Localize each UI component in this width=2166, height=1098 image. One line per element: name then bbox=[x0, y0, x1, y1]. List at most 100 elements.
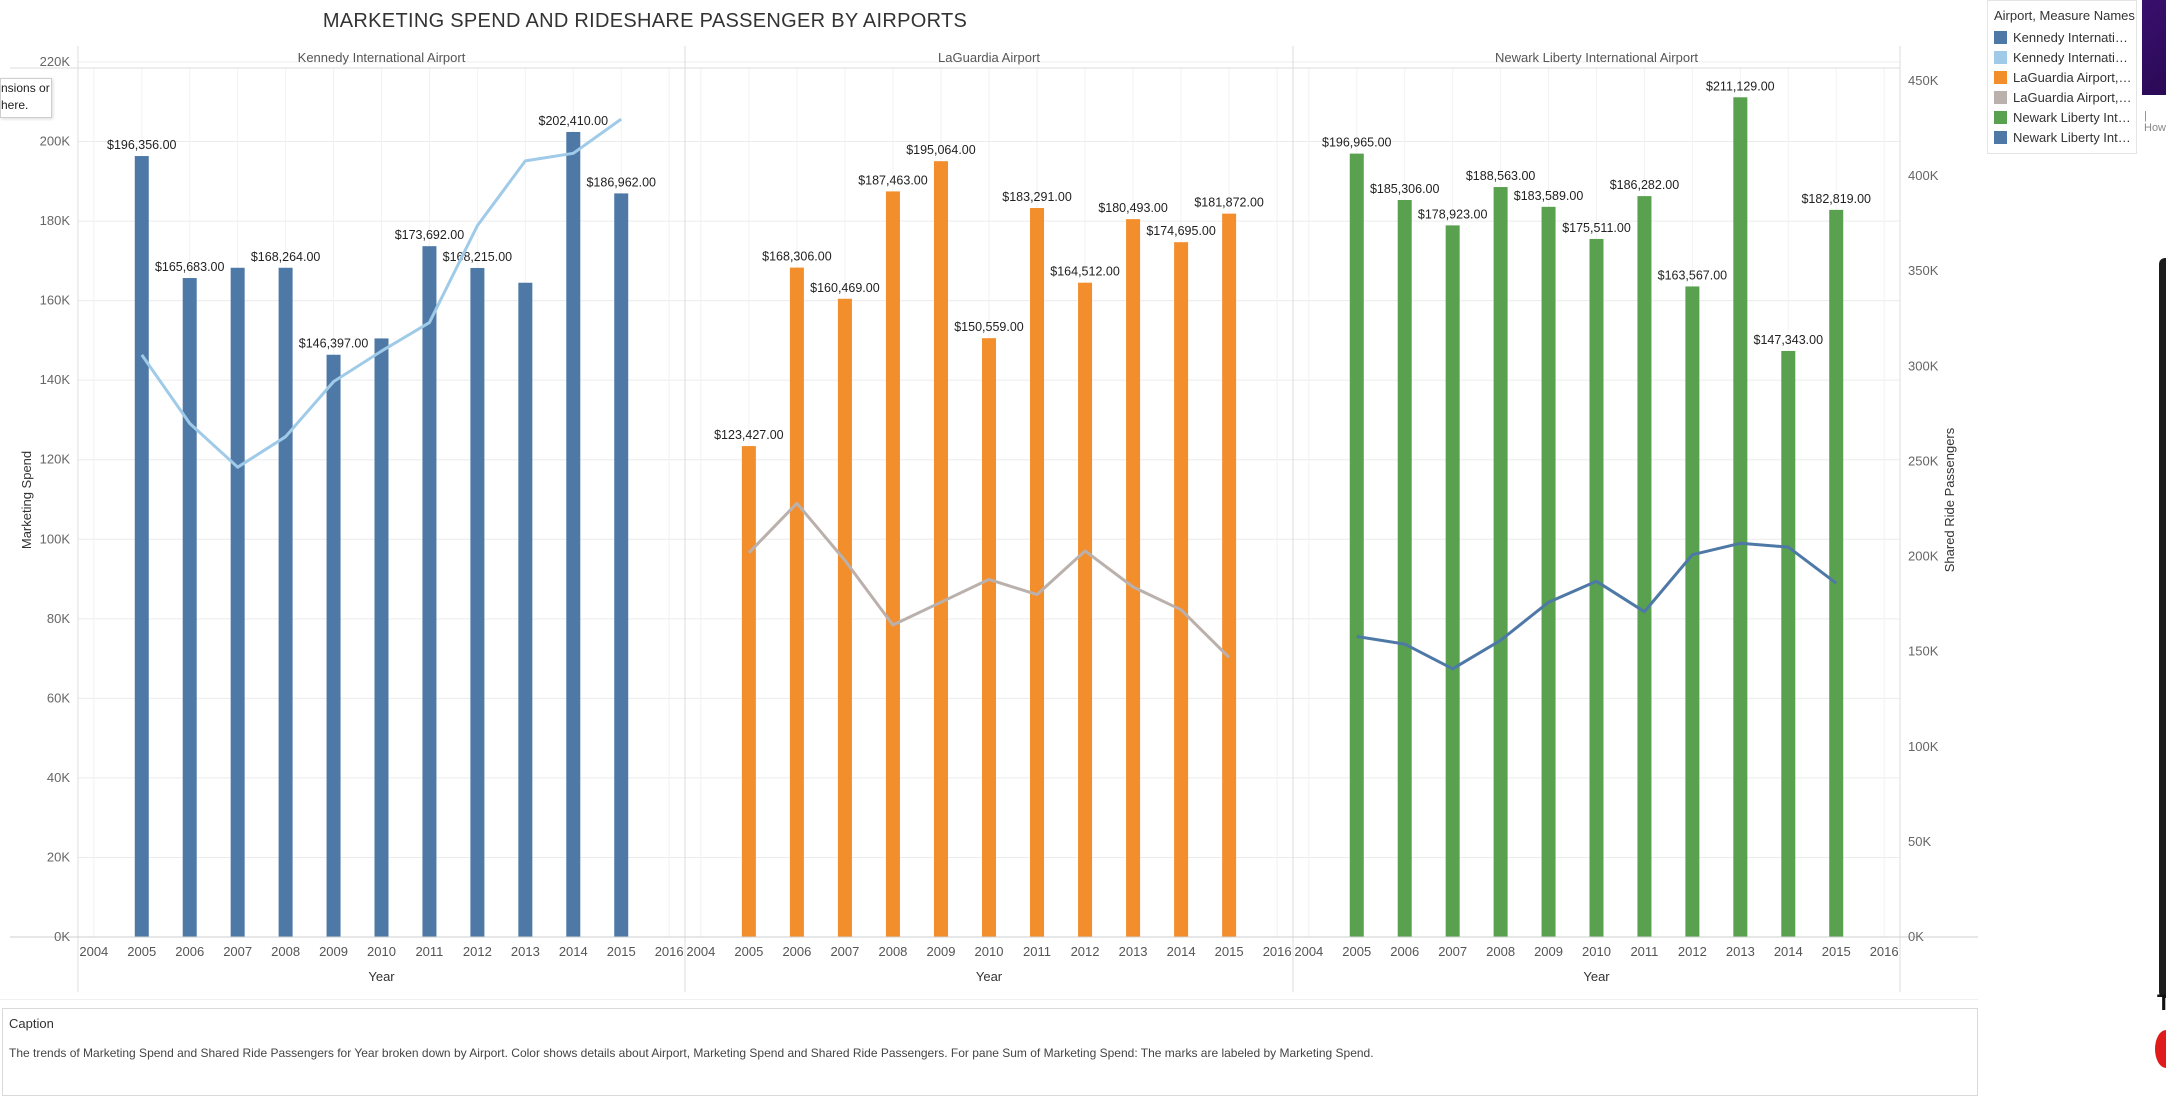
data-label: $173,692.00 bbox=[395, 228, 465, 242]
chart-title: MARKETING SPEND AND RIDESHARE PASSENGER … bbox=[322, 10, 968, 32]
adjacent-window-fragment bbox=[2142, 0, 2166, 95]
legend-label: Newark Liberty International Airport, Sh… bbox=[2013, 129, 2135, 145]
data-label: $186,962.00 bbox=[586, 175, 656, 189]
panel-header: LaGuardia Airport bbox=[938, 50, 1040, 65]
y2-tick-label: 400K bbox=[1908, 168, 1939, 183]
bar[interactable] bbox=[278, 267, 293, 937]
x-tick-label: 2008 bbox=[1486, 944, 1515, 959]
bar[interactable] bbox=[1445, 225, 1460, 937]
bar[interactable] bbox=[1685, 286, 1700, 937]
x-axis-title: Year bbox=[368, 969, 395, 984]
legend[interactable]: Airport, Measure Names Kennedy Internati… bbox=[1987, 0, 2137, 154]
data-label: $168,215.00 bbox=[443, 250, 513, 264]
data-label: $178,923.00 bbox=[1418, 207, 1488, 221]
data-label: $196,965.00 bbox=[1322, 136, 1392, 150]
x-tick-label: 2006 bbox=[782, 944, 811, 959]
bar[interactable] bbox=[1222, 213, 1237, 938]
data-label: $183,291.00 bbox=[1002, 190, 1072, 204]
legend-item[interactable]: Newark Liberty International Airport, Ma… bbox=[1988, 107, 2136, 127]
bar[interactable] bbox=[1493, 187, 1508, 938]
bar[interactable] bbox=[1126, 219, 1141, 937]
legend-item[interactable]: Kennedy International Airport, Marketing… bbox=[1988, 27, 2136, 47]
x-tick-label: 2015 bbox=[607, 944, 636, 959]
bar[interactable] bbox=[1781, 350, 1796, 938]
y-axis-title: Marketing Spend bbox=[19, 451, 34, 549]
x-tick-label: 2012 bbox=[463, 944, 492, 959]
x-tick-label: 2011 bbox=[1023, 944, 1051, 959]
bar[interactable] bbox=[741, 446, 756, 937]
legend-item[interactable]: Kennedy International Airport, Shared Ri… bbox=[1988, 47, 2136, 67]
y2-tick-label: 100K bbox=[1908, 739, 1939, 754]
y2-tick-label: 50K bbox=[1908, 834, 1931, 849]
bar[interactable] bbox=[134, 156, 149, 937]
bar[interactable] bbox=[1637, 196, 1652, 937]
x-tick-label: 2006 bbox=[175, 944, 204, 959]
data-label: $168,306.00 bbox=[762, 250, 832, 264]
y-tick-label: 80K bbox=[47, 611, 70, 626]
y2-tick-label: 0K bbox=[1908, 929, 1924, 944]
bar[interactable] bbox=[1397, 199, 1412, 938]
legend-item[interactable]: LaGuardia Airport, Marketing Spend bbox=[1988, 67, 2136, 87]
legend-swatch bbox=[1994, 50, 2007, 64]
bar[interactable] bbox=[1078, 282, 1093, 937]
bar[interactable] bbox=[1541, 206, 1556, 938]
tooltip-line-1: nsions or bbox=[1, 81, 50, 95]
x-tick-label: 2005 bbox=[1342, 944, 1371, 959]
bar[interactable] bbox=[614, 193, 629, 938]
bar[interactable] bbox=[933, 161, 948, 938]
x-axis-title: Year bbox=[1583, 969, 1610, 984]
chart-area[interactable]: Kennedy International Airport $196,356.00… bbox=[0, 0, 1990, 1000]
bar[interactable] bbox=[789, 267, 804, 937]
bar[interactable] bbox=[518, 282, 533, 937]
caption-panel: Caption The trends of Marketing Spend an… bbox=[2, 1008, 1978, 1096]
legend-item[interactable]: LaGuardia Airport, Shared Ride Passenger… bbox=[1988, 87, 2136, 107]
bar[interactable] bbox=[1733, 97, 1748, 937]
x-tick-label: 2008 bbox=[878, 944, 907, 959]
y-tick-label: 160K bbox=[40, 293, 71, 308]
bar[interactable] bbox=[230, 267, 245, 937]
bar[interactable] bbox=[837, 298, 852, 938]
data-label: $150,559.00 bbox=[954, 320, 1024, 334]
series-line[interactable] bbox=[140, 117, 623, 469]
x-tick-label: 2007 bbox=[223, 944, 252, 959]
y2-tick-label: 450K bbox=[1908, 73, 1939, 88]
bar[interactable] bbox=[885, 191, 900, 938]
y-tick-label: 180K bbox=[40, 213, 71, 228]
bar[interactable] bbox=[374, 338, 389, 938]
bar[interactable] bbox=[566, 131, 581, 938]
caption-title: Caption bbox=[9, 1016, 54, 1031]
legend-item[interactable]: Newark Liberty International Airport, Sh… bbox=[1988, 127, 2136, 147]
data-label: $188,563.00 bbox=[1466, 169, 1536, 183]
data-label: $147,343.00 bbox=[1754, 333, 1824, 347]
series-line[interactable] bbox=[747, 501, 1231, 659]
x-tick-label: 2008 bbox=[271, 944, 300, 959]
bar[interactable] bbox=[1174, 242, 1189, 938]
series-line[interactable] bbox=[1356, 541, 1838, 671]
y-tick-label: 140K bbox=[40, 372, 71, 387]
data-label: $146,397.00 bbox=[299, 337, 369, 351]
bar[interactable] bbox=[1030, 208, 1045, 937]
bar[interactable] bbox=[1829, 209, 1844, 938]
bar[interactable] bbox=[182, 278, 197, 937]
bar[interactable] bbox=[1589, 238, 1604, 937]
legend-label: LaGuardia Airport, Shared Ride Passenger… bbox=[2013, 89, 2135, 105]
data-label: $165,683.00 bbox=[155, 260, 225, 274]
data-label: $183,589.00 bbox=[1514, 189, 1584, 203]
bar[interactable] bbox=[1349, 153, 1364, 938]
legend-title: Airport, Measure Names bbox=[1994, 8, 2135, 23]
y2-tick-label: 200K bbox=[1908, 549, 1939, 564]
data-label: $195,064.00 bbox=[906, 143, 976, 157]
bar[interactable] bbox=[422, 246, 437, 937]
x-tick-label: 2014 bbox=[1167, 944, 1196, 959]
bar[interactable] bbox=[982, 338, 996, 937]
data-label: $180,493.00 bbox=[1098, 201, 1168, 215]
x-tick-label: 2010 bbox=[1582, 944, 1611, 959]
x-tick-label: 2016 bbox=[655, 944, 684, 959]
data-label: $181,872.00 bbox=[1194, 196, 1264, 210]
bar[interactable] bbox=[326, 354, 341, 937]
x-tick-label: 2015 bbox=[1822, 944, 1851, 959]
data-label: $175,511.00 bbox=[1562, 221, 1631, 235]
x-tick-label: 2013 bbox=[1119, 944, 1148, 959]
bar[interactable] bbox=[470, 267, 485, 937]
data-label: $186,282.00 bbox=[1610, 178, 1680, 192]
